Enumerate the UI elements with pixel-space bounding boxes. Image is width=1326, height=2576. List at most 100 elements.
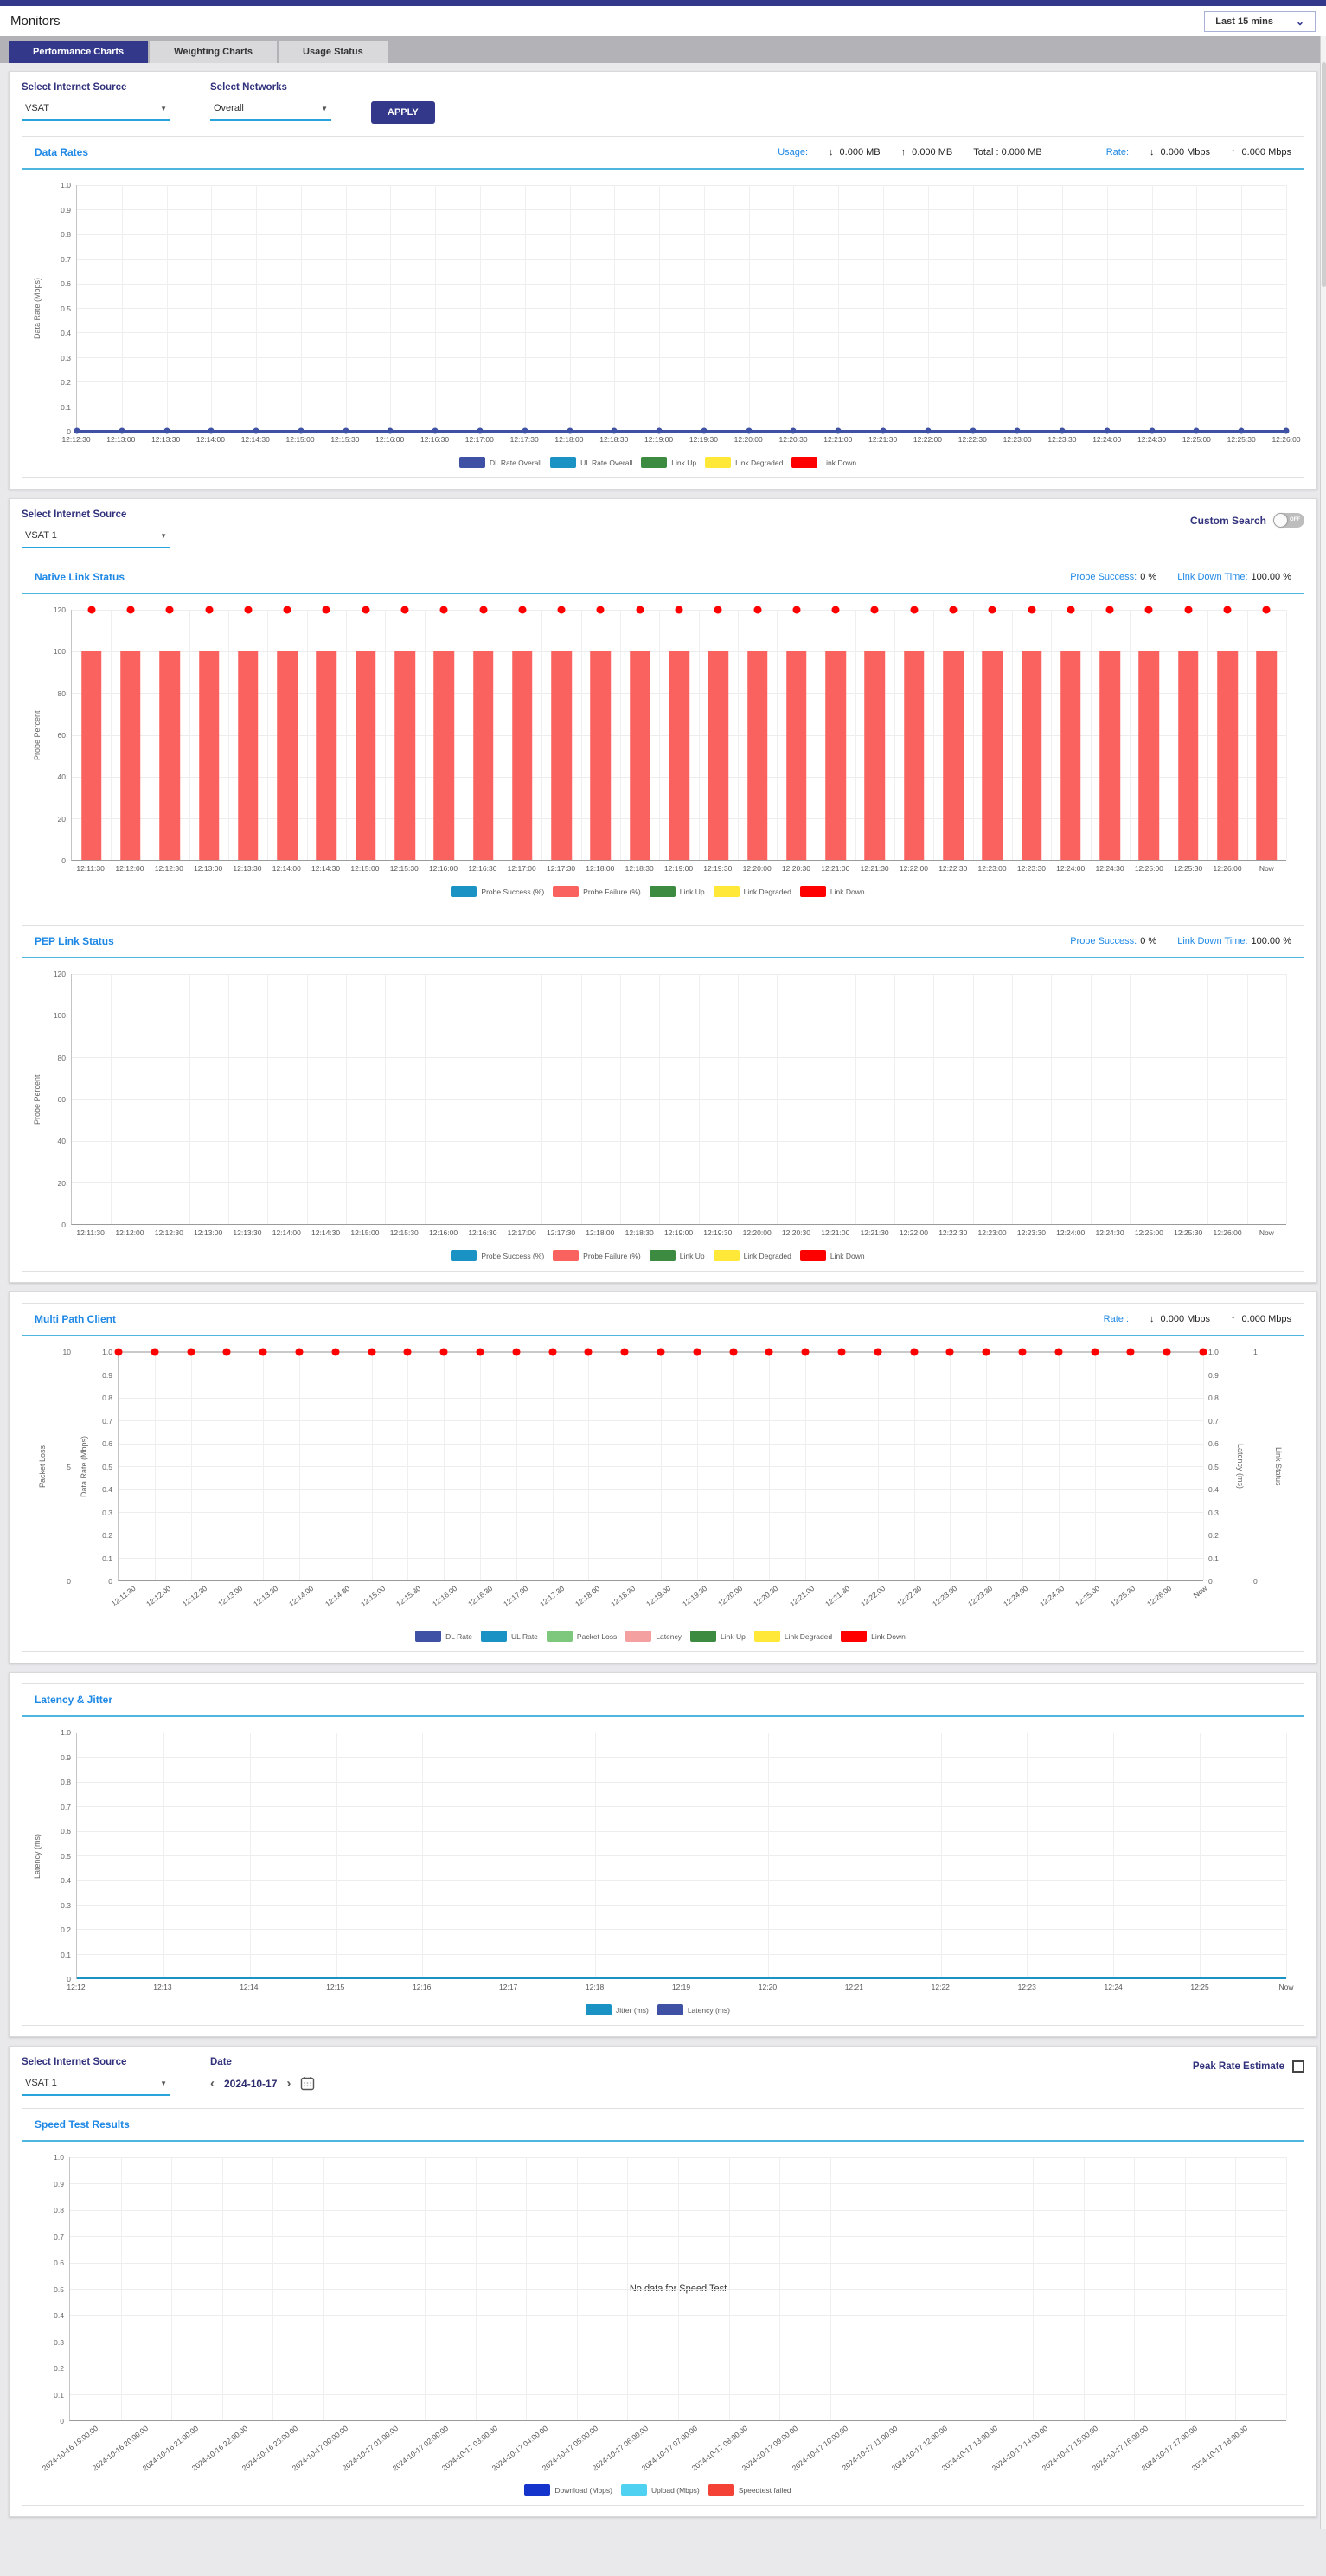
data-point: [165, 606, 174, 614]
data-point: [714, 606, 722, 614]
grid-line: [120, 2157, 122, 2420]
legend-item[interactable]: Latency: [625, 1631, 682, 1642]
legend-item[interactable]: DL Rate: [415, 1631, 472, 1642]
y-tick-label: 80: [57, 689, 66, 698]
legend-label: Link Degraded: [743, 1251, 791, 1260]
legend-item[interactable]: Upload (Mbps): [620, 2484, 700, 2496]
legend-item[interactable]: Link Degraded: [713, 1250, 791, 1261]
legend-swatch: [481, 1631, 508, 1642]
latency-jitter-chart: Latency (ms) 1.0 0.9 0.8 0.7 0.6 0.5 0.4 0.3 0.2…: [22, 1717, 1304, 2025]
probe-success-value: 0 %: [1140, 936, 1157, 946]
rate-label: Rate :: [1103, 1314, 1130, 1324]
internet-source-select[interactable]: VSAT 1 ▼: [22, 2076, 170, 2096]
upload-arrow-icon: ↑: [1231, 1314, 1236, 1324]
legend-item[interactable]: Link Up: [690, 1631, 746, 1642]
plot-area: [76, 1733, 1287, 1979]
y-axis-ticks: 1.0 0.9 0.8 0.7 0.6 0.5 0.4 0.3 0.2 0.1 0: [45, 1728, 76, 1983]
legend-item[interactable]: Link Down: [799, 886, 865, 897]
x-tick-label: 12:22: [931, 1983, 950, 1991]
data-point: [657, 1348, 665, 1356]
previous-date-chevron-icon[interactable]: ‹: [210, 2076, 215, 2091]
custom-search-toggle[interactable]: OFF: [1273, 513, 1304, 528]
legend-label: Probe Failure (%): [583, 1251, 641, 1260]
legend-label: Link Down: [830, 1251, 865, 1260]
x-tick-label: 12:20:30: [752, 1584, 780, 1609]
legend-item[interactable]: Link Up: [649, 1250, 705, 1261]
scrollbar[interactable]: [1320, 36, 1326, 2529]
grid-line: [576, 2157, 578, 2420]
plot-area: [71, 974, 1287, 1225]
grid-line: [228, 974, 230, 1224]
date-value[interactable]: 2024-10-17: [224, 2077, 278, 2090]
grid-line: [659, 610, 661, 860]
scrollbar-thumb[interactable]: [1322, 62, 1326, 287]
legend-item[interactable]: Link Degraded: [753, 1631, 832, 1642]
grid-line: [1011, 610, 1013, 860]
legend-item[interactable]: Link Degraded: [713, 886, 791, 897]
x-tick-label: 12:20:00: [742, 864, 772, 873]
grid-line: [698, 610, 700, 860]
calendar-icon[interactable]: [300, 2076, 315, 2091]
rate-up-value: 0.000 Mbps: [1241, 147, 1291, 157]
y-tick-label: 0: [1208, 1577, 1213, 1586]
grid-line: [855, 974, 856, 1224]
x-tick-label: 12:14: [240, 1983, 259, 1991]
legend-item[interactable]: Packet Loss: [546, 1631, 617, 1642]
x-tick-label: 12:14:00: [287, 1584, 316, 1609]
internet-source-select[interactable]: VSAT ▼: [22, 101, 170, 121]
legend-item[interactable]: Probe Failure (%): [553, 886, 641, 897]
grid-line: [77, 381, 1286, 383]
tab-weighting-charts[interactable]: Weighting Charts: [150, 41, 278, 63]
grid-line: [950, 1352, 951, 1580]
data-point: [636, 606, 644, 614]
data-point: [1105, 606, 1114, 614]
grid-line: [569, 185, 571, 431]
y-tick-label: 1.0: [102, 1348, 112, 1356]
legend-item[interactable]: Latency (ms): [657, 2004, 730, 2015]
data-point: [126, 606, 135, 614]
legend-item[interactable]: UL Rate: [481, 1631, 538, 1642]
y-tick-label: 0.6: [1208, 1439, 1219, 1448]
grid-line: [1027, 1733, 1028, 1978]
bar: [903, 651, 925, 860]
legend-label: Link Degraded: [735, 458, 784, 467]
legend-item[interactable]: Link Down: [841, 1631, 906, 1642]
grid-line: [77, 283, 1286, 285]
legend-swatch: [550, 457, 577, 468]
internet-source-select[interactable]: VSAT 1 ▼: [22, 529, 170, 548]
native-link-status-title: Native Link Status: [35, 571, 125, 583]
legend-item[interactable]: Link Up: [641, 457, 696, 468]
legend-item[interactable]: Speedtest failed: [708, 2484, 791, 2496]
grid-line: [336, 1733, 337, 1978]
legend-item[interactable]: Probe Success (%): [451, 886, 544, 897]
tab-performance-charts[interactable]: Performance Charts: [9, 41, 149, 63]
data-point: [114, 1348, 123, 1356]
legend-item[interactable]: Link Up: [649, 886, 705, 897]
y-axis-label: Data Rate (Mbps): [33, 277, 42, 340]
y-axis-label: Probe Percent: [33, 1074, 42, 1125]
grid-line: [77, 356, 1286, 358]
bar: [198, 651, 220, 860]
legend-item[interactable]: Download (Mbps): [524, 2484, 612, 2496]
x-tick-label: 12:17: [499, 1983, 518, 1991]
next-date-chevron-icon[interactable]: ›: [286, 2076, 291, 2091]
grid-line: [767, 1733, 769, 1978]
legend-item[interactable]: DL Rate Overall: [458, 457, 541, 468]
time-range-dropdown[interactable]: Last 15 mins ⌄: [1204, 10, 1316, 32]
x-tick-label: 12:21:00: [821, 1228, 850, 1237]
legend-item[interactable]: Link Down: [799, 1250, 865, 1261]
grid-line: [1051, 610, 1053, 860]
tab-usage-status[interactable]: Usage Status: [279, 41, 388, 63]
legend-item[interactable]: UL Rate Overall: [550, 457, 632, 468]
legend-item[interactable]: Link Degraded: [705, 457, 783, 468]
networks-select[interactable]: Overall ▼: [210, 101, 331, 121]
legend-item[interactable]: Link Down: [791, 457, 856, 468]
legend-item[interactable]: Jitter (ms): [586, 2004, 649, 2015]
apply-button[interactable]: APPLY: [371, 101, 435, 124]
data-rates-panel: Data Rates Usage: ↓ 0.000 MB ↑ 0.000 MB To…: [22, 136, 1304, 478]
grid-line: [1235, 2157, 1237, 2420]
legend-item[interactable]: Probe Success (%): [451, 1250, 544, 1261]
grid-line: [111, 974, 112, 1224]
legend-item[interactable]: Probe Failure (%): [553, 1250, 641, 1261]
peak-rate-estimate-checkbox[interactable]: [1292, 2060, 1304, 2073]
